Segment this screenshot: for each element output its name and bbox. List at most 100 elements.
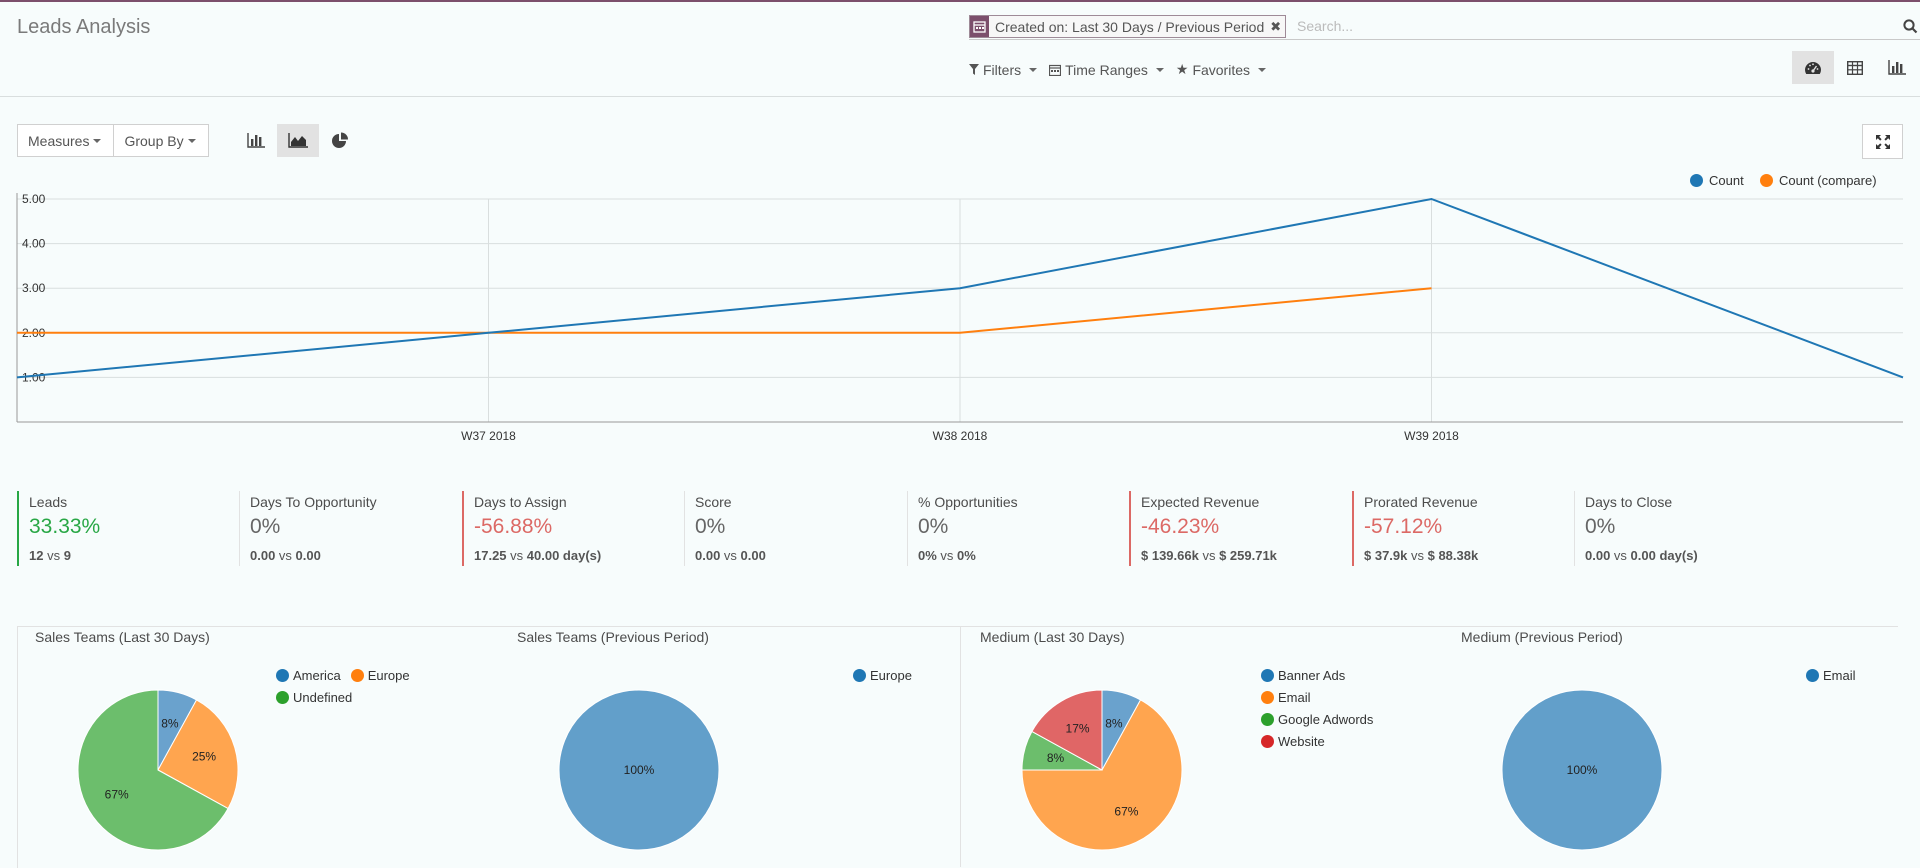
kpi-card[interactable]: Days to Close 0% 0.00 vs 0.00 day(s) bbox=[1574, 491, 1794, 566]
pie-slice[interactable] bbox=[1021, 699, 1183, 851]
pie-chart-button[interactable] bbox=[319, 124, 361, 157]
top-accent-bar bbox=[0, 0, 1920, 2]
legend-item[interactable]: Email bbox=[1261, 686, 1311, 708]
series-line-count bbox=[16, 197, 1904, 379]
time-ranges-dropdown[interactable]: Time Ranges bbox=[1049, 61, 1164, 78]
kpi-current: 0.00 bbox=[250, 548, 276, 563]
x-tick-label: W38 2018 bbox=[933, 429, 988, 443]
kpi-name: Score bbox=[695, 494, 732, 510]
search-input[interactable] bbox=[1297, 15, 1877, 37]
expand-icon bbox=[1875, 134, 1890, 149]
legend-item[interactable]: Europe bbox=[350, 664, 410, 686]
legend-item[interactable]: Banner Ads bbox=[1261, 664, 1345, 686]
kpi-vs: vs bbox=[506, 548, 527, 563]
bar-chart-button[interactable] bbox=[235, 124, 277, 157]
legend-label: Google Adwords bbox=[1278, 711, 1374, 727]
kpi-name: Leads bbox=[29, 494, 68, 510]
pie-title: Sales Teams (Previous Period) bbox=[517, 629, 709, 645]
legend-row: Undefined bbox=[276, 686, 410, 708]
legend-row: Banner Ads bbox=[1261, 664, 1373, 686]
pie-slice[interactable] bbox=[1031, 689, 1103, 771]
legend-item[interactable]: Undefined bbox=[276, 686, 352, 708]
legend-item[interactable]: Email bbox=[1806, 664, 1856, 686]
kpi-previous: 0.00 bbox=[740, 548, 766, 563]
search-facet[interactable]: Created on: Last 30 Days / Previous Peri… bbox=[969, 15, 1287, 38]
series-line-count-compare bbox=[17, 287, 1432, 334]
kpi-card[interactable]: Days To Opportunity 0% 0.00 vs 0.00 bbox=[239, 491, 459, 566]
pie-chart: 8% 25% 67% bbox=[77, 689, 239, 851]
legend-item-count[interactable]: Count bbox=[1690, 173, 1744, 188]
kpi-card[interactable]: Prorated Revenue -57.12% $ 37.9k vs $ 88.3… bbox=[1352, 491, 1572, 566]
search-bar: Created on: Last 30 Days / Previous Peri… bbox=[969, 14, 1920, 40]
remove-facet-icon[interactable]: ✖ bbox=[1270, 18, 1282, 34]
graph-view-button[interactable] bbox=[1876, 51, 1918, 84]
pie-slice[interactable] bbox=[77, 689, 229, 851]
legend-row: Email bbox=[1806, 664, 1856, 686]
legend-label: Email bbox=[1278, 689, 1311, 705]
kpi-current: $ 139.66k bbox=[1141, 548, 1199, 563]
legend-dot bbox=[853, 668, 866, 682]
legend-dot bbox=[1760, 174, 1773, 187]
kpi-vs: vs bbox=[1610, 548, 1631, 563]
pivot-view-button[interactable] bbox=[1834, 51, 1876, 84]
legend-item-count-compare[interactable]: Count (compare) bbox=[1760, 173, 1877, 188]
legend-row: Europe bbox=[853, 664, 912, 686]
kpi-name: Days to Assign bbox=[474, 494, 567, 510]
kpi-comparison: $ 37.9k vs $ 88.38k bbox=[1364, 548, 1572, 563]
kpi-current: $ 37.9k bbox=[1364, 548, 1408, 563]
kpi-value: -56.88% bbox=[474, 515, 553, 538]
legend-dot bbox=[1690, 174, 1703, 187]
kpi-vs: vs bbox=[275, 548, 296, 563]
filters-label: Filters bbox=[983, 61, 1022, 78]
time-ranges-label: Time Ranges bbox=[1065, 61, 1148, 78]
legend-item[interactable]: America bbox=[276, 664, 341, 686]
search-facet-label: Created on: Last 30 Days / Previous Peri… bbox=[995, 18, 1265, 35]
kpi-card[interactable]: Days to Assign -56.88% 17.25 vs 40.00 day(… bbox=[462, 491, 682, 566]
kpi-card[interactable]: Leads 33.33% 12 vs 9 bbox=[17, 491, 237, 566]
page-title: Leads Analysis bbox=[17, 16, 151, 38]
kpi-previous: 9 bbox=[63, 548, 71, 563]
caret-down-icon bbox=[1155, 67, 1164, 72]
kpi-value: 0% bbox=[250, 515, 281, 538]
pie-chart: 100% bbox=[1501, 689, 1663, 851]
favorites-dropdown[interactable]: ★ Favorites bbox=[1176, 61, 1267, 78]
kpi-card[interactable]: % Opportunities 0% 0% vs 0% bbox=[907, 491, 1127, 566]
kpi-current: 0.00 bbox=[695, 548, 721, 563]
search-icon[interactable] bbox=[1900, 15, 1920, 37]
kpi-value: 0% bbox=[1585, 515, 1616, 538]
legend-item[interactable]: Europe bbox=[853, 664, 912, 686]
kpi-comparison: 12 vs 9 bbox=[29, 548, 237, 563]
kpi-vs: vs bbox=[720, 548, 741, 563]
line-chart-button[interactable] bbox=[277, 124, 319, 157]
y-tick-label: 3.00 bbox=[22, 281, 46, 295]
y-tick-label: 1.00 bbox=[22, 370, 46, 384]
legend-item[interactable]: Google Adwords bbox=[1261, 708, 1373, 730]
pie-title: Medium (Previous Period) bbox=[1461, 629, 1623, 645]
pie-slice[interactable] bbox=[1501, 689, 1663, 851]
filters-dropdown[interactable]: Filters bbox=[969, 61, 1038, 78]
kpi-value: 0% bbox=[918, 515, 949, 538]
y-tick-label: 5.00 bbox=[22, 192, 46, 206]
kpi-vs: vs bbox=[1407, 548, 1428, 563]
pie-slice-label: 25% bbox=[192, 750, 216, 764]
caret-down-icon bbox=[1029, 67, 1038, 72]
pie-legend: Email bbox=[1806, 664, 1856, 686]
pie-legend: America Europe Undefined bbox=[276, 664, 410, 708]
kpi-value: 0% bbox=[695, 515, 726, 538]
legend-item[interactable]: Website bbox=[1261, 730, 1325, 752]
kpi-card[interactable]: Score 0% 0.00 vs 0.00 bbox=[684, 491, 904, 566]
legend-label: Count (compare) bbox=[1779, 173, 1877, 188]
legend-label: America bbox=[293, 667, 341, 683]
measures-dropdown[interactable]: Measures bbox=[17, 124, 115, 157]
pie-slice[interactable] bbox=[157, 699, 239, 810]
kpi-value: -57.12% bbox=[1364, 515, 1443, 538]
favorites-label: Favorites bbox=[1192, 61, 1251, 78]
kpi-card[interactable]: Expected Revenue -46.23% $ 139.66k vs $ 25… bbox=[1129, 491, 1349, 566]
pie-slice[interactable] bbox=[558, 689, 720, 851]
kpi-name: % Opportunities bbox=[918, 494, 1018, 510]
group-by-dropdown[interactable]: Group By bbox=[114, 124, 209, 157]
expand-button[interactable] bbox=[1862, 124, 1903, 159]
dashboard-view-button[interactable] bbox=[1792, 51, 1834, 84]
pie-chart: 100% bbox=[558, 689, 720, 851]
